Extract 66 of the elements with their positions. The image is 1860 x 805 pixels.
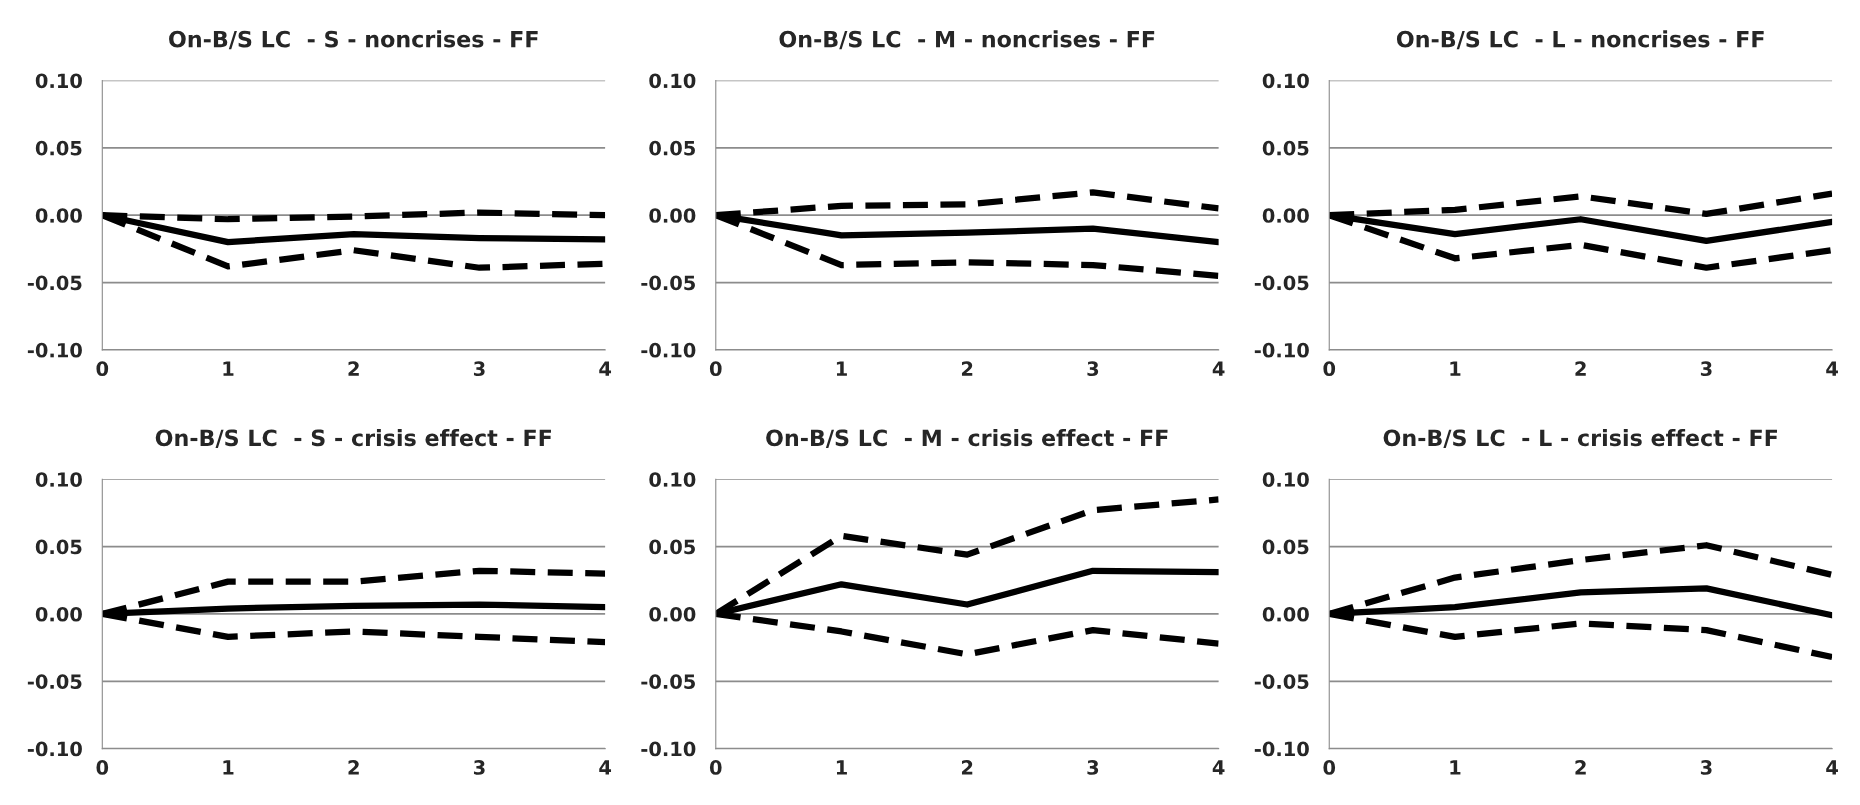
x-tick-label: 0	[96, 760, 109, 775]
x-tick-label: 4	[1826, 760, 1838, 775]
x-tick-label: 3	[1700, 760, 1712, 775]
chart-title: On-B/S LC - L - noncrises - FF	[1396, 30, 1764, 50]
y-tick-label: -0.10	[641, 741, 696, 757]
x-tick-label: 4	[599, 361, 612, 376]
y-tick-label: -0.05	[1254, 275, 1309, 291]
y-tick-label: -0.05	[27, 275, 82, 291]
x-tick-label: 1	[223, 361, 234, 376]
chart-title: On-B/S LC - M - noncrises - FF	[779, 30, 1155, 50]
y-tick-label: 0.05	[35, 140, 82, 156]
x-tick-label: 3	[1087, 760, 1099, 775]
y-tick-label: 0.00	[649, 208, 696, 223]
y-tick-label: 0.00	[1262, 606, 1309, 622]
x-tick-label: 1	[1450, 760, 1461, 775]
x-tick-label: 4	[1212, 760, 1225, 775]
x-tick-label: 0	[709, 760, 722, 775]
y-tick-label: -0.10	[641, 342, 696, 358]
y-tick-label: 0.05	[35, 539, 82, 555]
x-tick-label: 1	[1450, 361, 1461, 376]
y-tick-label: -0.10	[27, 741, 82, 757]
y-tick-label: -0.10	[1254, 741, 1309, 757]
x-tick-label: 1	[223, 760, 234, 775]
x-tick-label: 0	[1323, 361, 1336, 377]
y-tick-label: -0.05	[1254, 674, 1309, 689]
y-tick-label: -0.05	[27, 674, 82, 689]
y-tick-label: 0.10	[35, 73, 82, 89]
x-tick-label: 0	[96, 361, 109, 377]
y-tick-label: 0.00	[35, 606, 82, 622]
x-tick-label: 1	[836, 361, 847, 376]
x-tick-label: 4	[1212, 361, 1225, 376]
y-tick-label: 0.05	[649, 539, 695, 555]
y-tick-label: -0.10	[1254, 342, 1309, 358]
y-tick-label: -0.05	[641, 275, 695, 291]
x-tick-label: 2	[348, 760, 359, 775]
x-tick-label: 3	[473, 760, 485, 775]
y-tick-label: 0.10	[649, 73, 696, 89]
y-tick-label: 0.10	[35, 472, 82, 487]
x-tick-label: 3	[1087, 361, 1099, 377]
x-tick-label: 2	[348, 361, 359, 376]
y-tick-label: 0.00	[35, 208, 82, 223]
x-tick-label: 1	[836, 760, 847, 775]
x-tick-label: 2	[1575, 760, 1586, 775]
x-tick-label: 0	[1323, 760, 1336, 775]
chart-title: On-B/S LC - S - crisis effect - FF	[155, 429, 551, 448]
chart-title: On-B/S LC - L - crisis effect - FF	[1383, 429, 1777, 448]
x-tick-label: 2	[961, 361, 973, 376]
x-tick-label: 2	[1575, 361, 1586, 376]
y-tick-label: 0.05	[649, 140, 695, 156]
y-tick-label: 0.10	[1262, 73, 1309, 89]
y-tick-label: 0.05	[1262, 539, 1309, 555]
x-tick-label: 0	[709, 361, 722, 377]
y-tick-label: 0.00	[1262, 208, 1309, 223]
y-tick-label: 0.10	[1262, 472, 1309, 487]
y-tick-label: 0.10	[649, 472, 696, 487]
x-tick-label: 2	[961, 760, 973, 775]
chart-title: On-B/S LC - M - crisis effect - FF	[766, 429, 1168, 448]
y-tick-label: -0.05	[641, 674, 695, 689]
x-tick-label: 4	[1826, 361, 1838, 376]
chart-title: On-B/S LC - S - noncrises - FF	[169, 30, 538, 50]
y-tick-label: 0.05	[1262, 140, 1309, 156]
x-tick-label: 3	[1700, 361, 1712, 377]
x-tick-label: 3	[473, 361, 485, 377]
y-tick-label: 0.00	[649, 606, 696, 622]
x-tick-label: 4	[599, 760, 612, 775]
y-tick-label: -0.10	[27, 342, 82, 358]
